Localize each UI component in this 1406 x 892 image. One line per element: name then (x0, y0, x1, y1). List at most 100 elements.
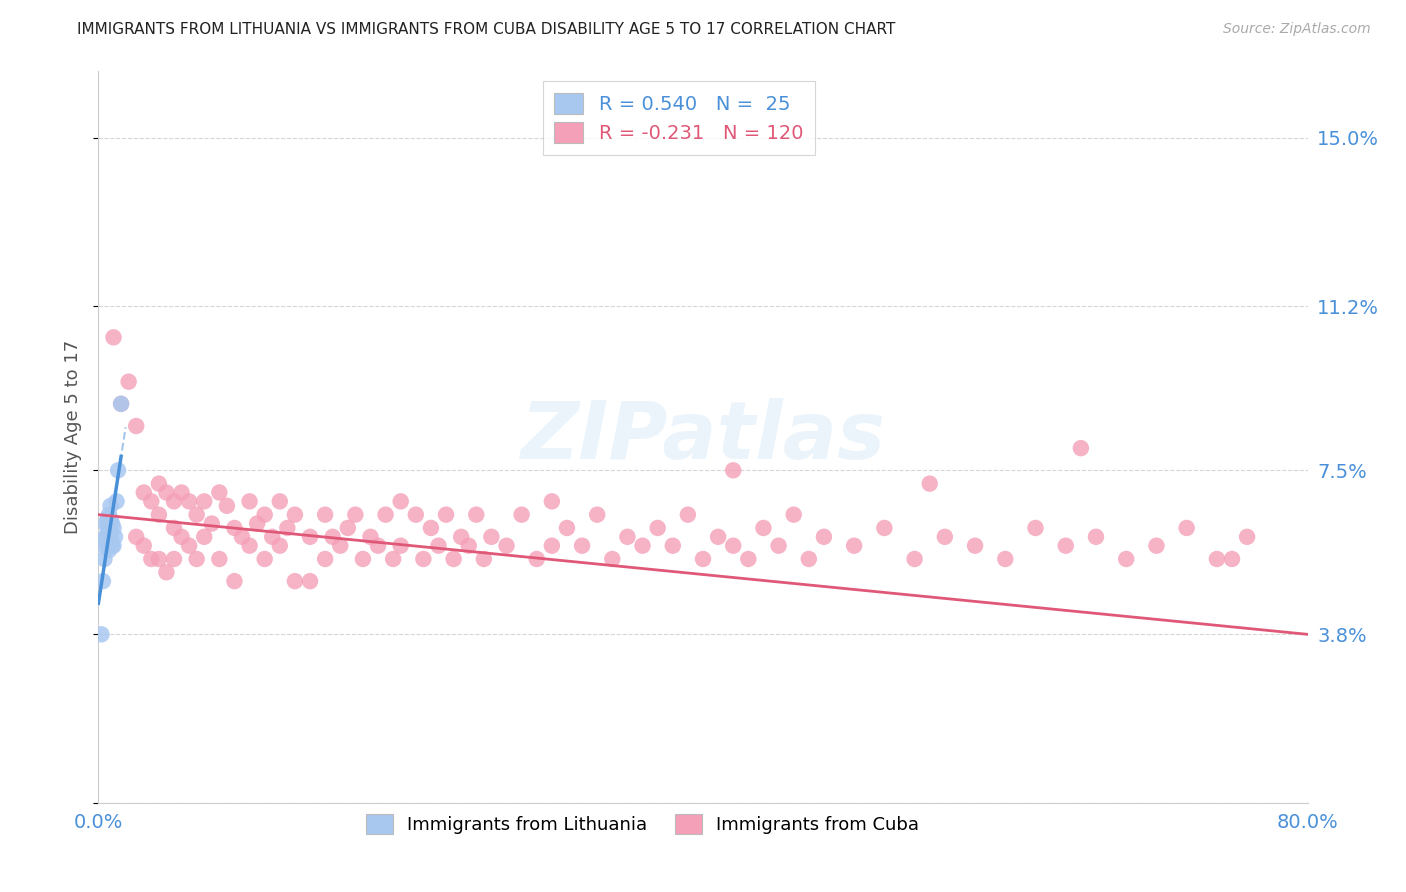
Point (239, 539, 262, 553)
Point (224, 521, 246, 535)
Point (125, 419, 148, 434)
Point (336, 521, 359, 535)
Point (389, 494, 412, 508)
Point (472, 552, 495, 566)
Point (797, 552, 820, 566)
Point (93, 539, 115, 553)
Point (276, 521, 298, 535)
Point (179, 539, 201, 553)
Point (186, 508, 208, 522)
Point (100, 512, 122, 526)
Point (1115, 552, 1137, 566)
Point (96, 512, 118, 526)
Point (661, 539, 683, 553)
Point (94, 516, 117, 531)
Point (231, 530, 253, 544)
Point (269, 539, 291, 553)
Point (707, 530, 730, 544)
Point (647, 521, 669, 535)
Point (374, 508, 396, 522)
Point (586, 508, 609, 522)
Point (723, 463, 745, 477)
Point (215, 499, 238, 513)
Point (443, 552, 465, 566)
Point (555, 521, 578, 535)
Point (141, 494, 163, 508)
Point (91, 574, 114, 589)
Point (571, 539, 593, 553)
Point (783, 508, 806, 522)
Point (1236, 530, 1258, 544)
Point (1144, 539, 1167, 553)
Point (692, 552, 714, 566)
Point (253, 552, 276, 566)
Point (1220, 552, 1243, 566)
Point (253, 508, 276, 522)
Point (224, 574, 246, 589)
Point (246, 516, 269, 531)
Point (104, 530, 127, 544)
Text: ZIPatlas: ZIPatlas (520, 398, 886, 476)
Point (540, 494, 562, 508)
Point (118, 375, 141, 389)
Point (94, 530, 117, 544)
Point (481, 530, 503, 544)
Point (495, 539, 517, 553)
Point (434, 508, 457, 522)
Point (813, 530, 835, 544)
Point (193, 530, 215, 544)
Point (155, 485, 177, 500)
Point (107, 463, 129, 477)
Point (98, 516, 121, 531)
Point (186, 552, 208, 566)
Point (201, 516, 224, 531)
Point (322, 530, 344, 544)
Point (269, 494, 291, 508)
Point (96, 539, 118, 553)
Point (367, 539, 389, 553)
Point (344, 508, 367, 522)
Point (100, 530, 122, 544)
Point (616, 530, 638, 544)
Point (420, 521, 443, 535)
Point (193, 494, 215, 508)
Point (427, 539, 450, 553)
Point (457, 539, 479, 553)
Point (148, 508, 170, 522)
Point (1024, 521, 1046, 535)
Point (382, 552, 405, 566)
Y-axis label: Disability Age 5 to 17: Disability Age 5 to 17 (65, 340, 83, 534)
Point (101, 539, 124, 553)
Point (103, 539, 125, 553)
Point (1070, 441, 1092, 455)
Point (540, 539, 562, 553)
Point (918, 476, 941, 491)
Point (98, 508, 121, 522)
Point (284, 574, 307, 589)
Point (148, 552, 170, 566)
Point (100, 499, 122, 513)
Point (105, 494, 128, 508)
Point (179, 494, 201, 508)
Point (299, 574, 322, 589)
Point (314, 508, 336, 522)
Point (141, 552, 163, 566)
Point (208, 552, 231, 566)
Point (412, 552, 434, 566)
Point (768, 539, 790, 553)
Point (110, 397, 132, 411)
Point (163, 552, 186, 566)
Point (96, 521, 118, 535)
Point (389, 539, 412, 553)
Point (994, 552, 1017, 566)
Point (676, 508, 699, 522)
Point (844, 539, 866, 553)
Point (262, 530, 284, 544)
Point (873, 521, 896, 535)
Point (163, 494, 186, 508)
Point (405, 508, 427, 522)
Point (329, 539, 352, 553)
Point (360, 530, 382, 544)
Point (299, 530, 322, 544)
Point (94, 530, 117, 544)
